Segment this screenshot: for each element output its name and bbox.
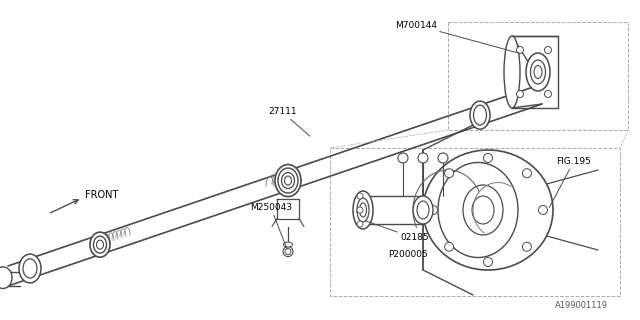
Ellipse shape: [463, 185, 503, 235]
Ellipse shape: [470, 101, 490, 129]
Ellipse shape: [360, 203, 367, 217]
Ellipse shape: [516, 46, 524, 53]
Ellipse shape: [353, 191, 373, 229]
Ellipse shape: [545, 46, 552, 53]
Ellipse shape: [445, 242, 454, 251]
Text: 02185: 02185: [365, 221, 429, 243]
Ellipse shape: [423, 150, 553, 270]
Ellipse shape: [357, 198, 369, 222]
Ellipse shape: [472, 196, 494, 224]
Ellipse shape: [278, 168, 298, 193]
Ellipse shape: [97, 240, 104, 249]
Ellipse shape: [522, 169, 531, 178]
Ellipse shape: [429, 205, 438, 214]
Ellipse shape: [417, 201, 429, 219]
Ellipse shape: [0, 267, 12, 289]
Text: A199001119: A199001119: [555, 301, 608, 310]
Ellipse shape: [438, 163, 518, 258]
Ellipse shape: [90, 232, 110, 257]
Ellipse shape: [398, 153, 408, 163]
Ellipse shape: [531, 60, 545, 84]
Ellipse shape: [357, 193, 363, 199]
Text: P200005: P200005: [388, 250, 428, 259]
Text: FRONT: FRONT: [85, 190, 118, 200]
Ellipse shape: [516, 91, 524, 98]
Text: 27111: 27111: [268, 108, 310, 136]
Ellipse shape: [483, 258, 493, 267]
Ellipse shape: [438, 153, 448, 163]
Ellipse shape: [23, 259, 37, 278]
Ellipse shape: [275, 164, 301, 196]
Ellipse shape: [483, 154, 493, 163]
Ellipse shape: [526, 53, 550, 91]
Bar: [448, 22, 628, 130]
Text: M700144: M700144: [395, 20, 519, 53]
Bar: [330, 148, 620, 296]
Ellipse shape: [445, 169, 454, 178]
Ellipse shape: [357, 207, 363, 213]
Ellipse shape: [504, 36, 520, 108]
Ellipse shape: [534, 66, 542, 78]
Ellipse shape: [474, 105, 486, 125]
Ellipse shape: [538, 205, 547, 214]
Ellipse shape: [357, 221, 363, 227]
Ellipse shape: [19, 254, 41, 283]
Ellipse shape: [93, 236, 106, 253]
Text: M250043: M250043: [250, 204, 292, 249]
Ellipse shape: [282, 172, 294, 188]
Ellipse shape: [418, 153, 428, 163]
Ellipse shape: [522, 242, 531, 251]
Text: FIG.195: FIG.195: [549, 157, 591, 208]
Ellipse shape: [285, 176, 291, 185]
Ellipse shape: [545, 91, 552, 98]
Ellipse shape: [285, 249, 291, 255]
Ellipse shape: [413, 196, 433, 224]
Ellipse shape: [283, 247, 293, 257]
Ellipse shape: [284, 242, 292, 247]
